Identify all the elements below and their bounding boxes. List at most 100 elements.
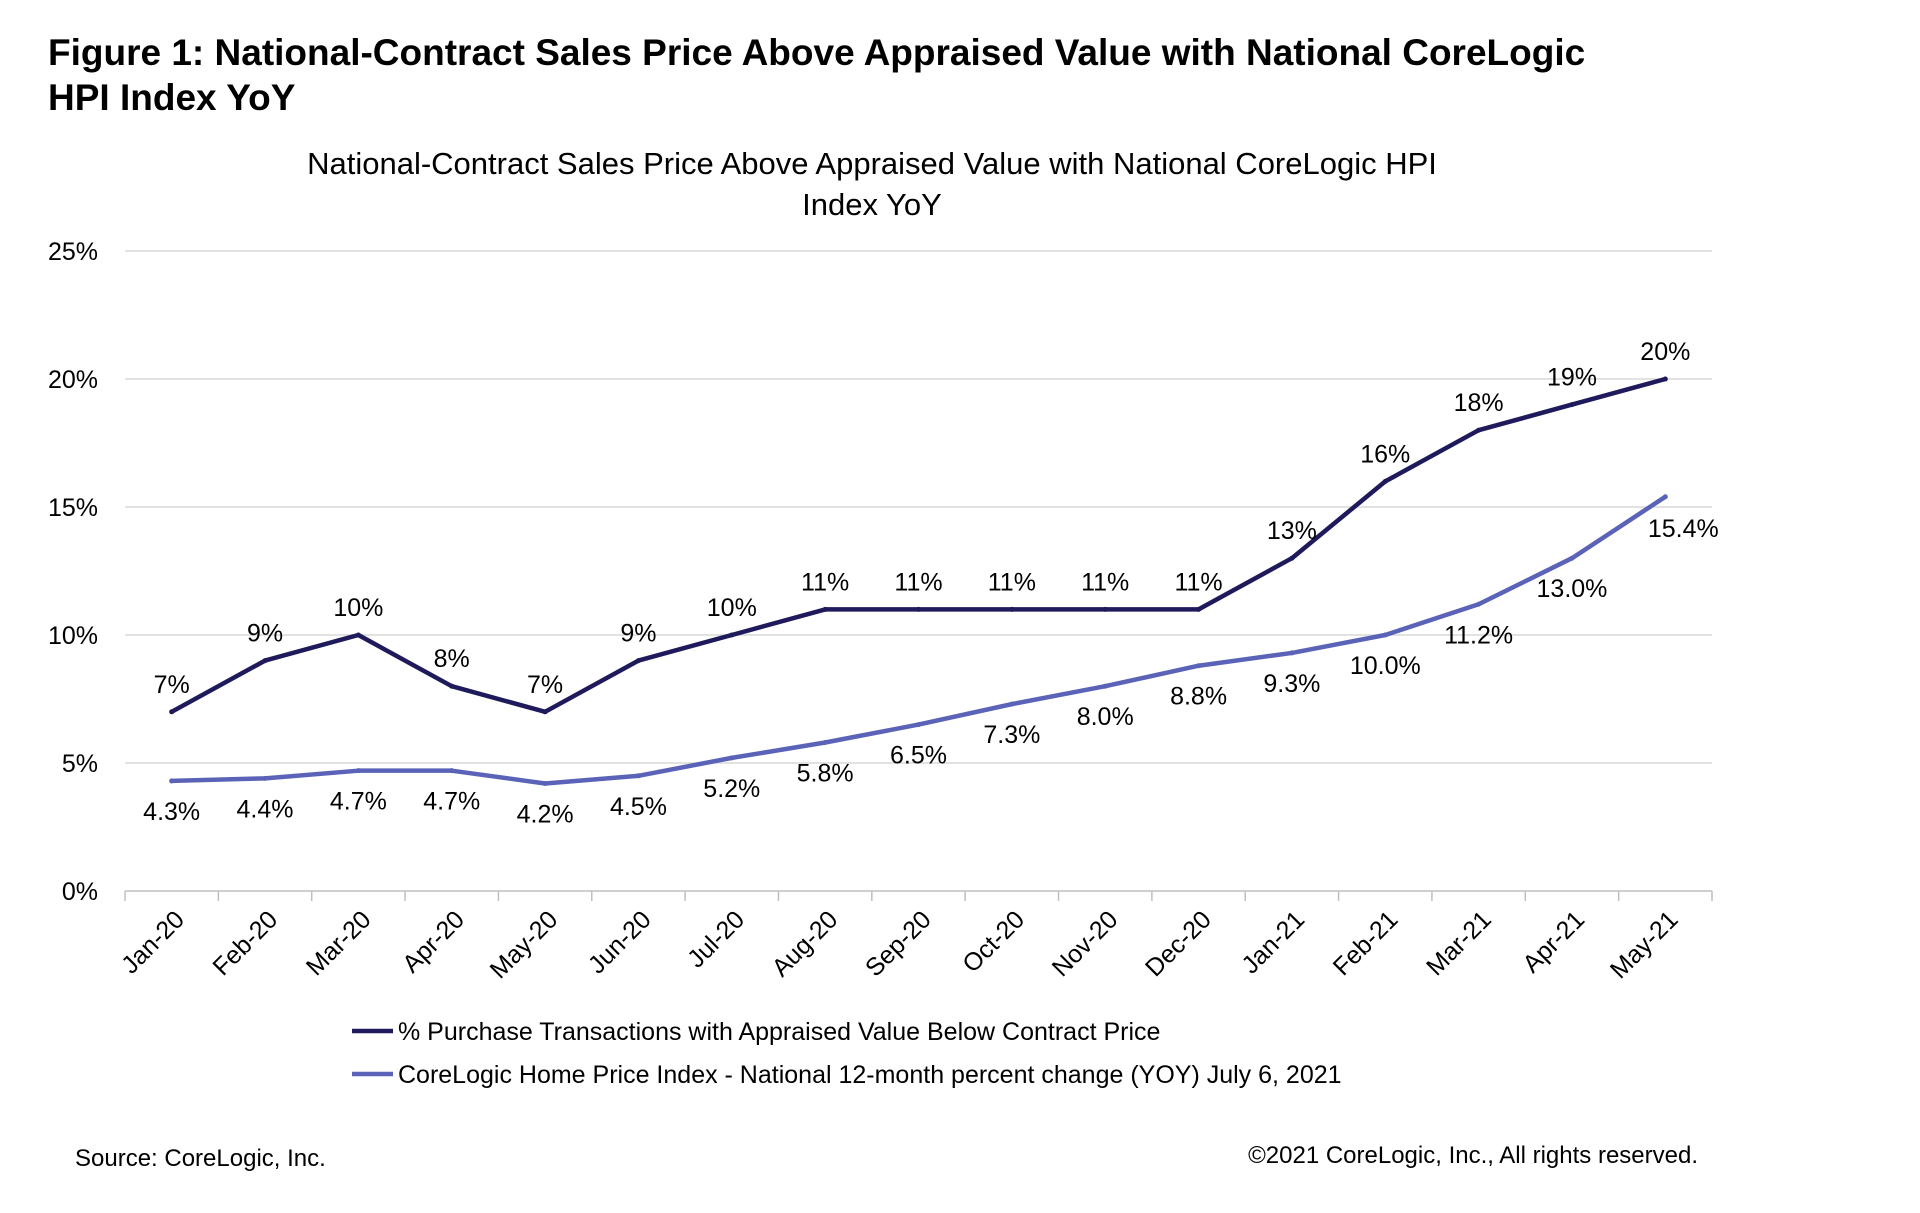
data-label: 10% bbox=[707, 594, 757, 622]
figure-title-line-1: Figure 1: National-Contract Sales Price … bbox=[48, 32, 1586, 73]
data-label: 7% bbox=[154, 671, 190, 699]
x-tick-label: May-20 bbox=[485, 905, 564, 984]
x-tick-label: Mar-21 bbox=[1421, 905, 1497, 981]
x-tick-label: Jun-20 bbox=[583, 905, 657, 979]
y-tick-label: 20% bbox=[48, 366, 98, 394]
figure-title-line-2: HPI Index YoY bbox=[48, 77, 296, 118]
copyright-note: ©2021 CoreLogic, Inc., All rights reserv… bbox=[1248, 1142, 1698, 1169]
series-2-point bbox=[1102, 683, 1108, 689]
data-label: 11% bbox=[1081, 568, 1129, 596]
data-label: 20% bbox=[1640, 338, 1690, 366]
chart-title-line-2: Index YoY bbox=[802, 187, 942, 222]
gridlines bbox=[125, 250, 1712, 892]
series-2-point bbox=[449, 768, 455, 774]
series-1-point bbox=[1662, 376, 1668, 382]
figure-title: Figure 1: National-Contract Sales Price … bbox=[48, 30, 1848, 120]
series-2-point bbox=[1476, 601, 1482, 607]
series-1-point bbox=[1476, 427, 1482, 433]
data-label: 11% bbox=[1174, 568, 1222, 596]
data-label: 15.4% bbox=[1648, 515, 1719, 543]
series-2-point bbox=[169, 778, 175, 784]
series-1-point bbox=[729, 632, 735, 638]
series-1-point bbox=[1196, 606, 1202, 612]
data-label: 11% bbox=[988, 568, 1036, 596]
data-label: 4.2% bbox=[517, 800, 574, 828]
data-label: 4.4% bbox=[237, 795, 294, 823]
x-tick-label: Jul-20 bbox=[682, 905, 750, 973]
data-label: 19% bbox=[1547, 364, 1597, 392]
y-tick-label: 15% bbox=[48, 494, 98, 522]
data-label: 16% bbox=[1360, 440, 1410, 468]
series-2-point bbox=[542, 780, 548, 786]
series-1-point bbox=[449, 683, 455, 689]
x-tick-label: Sep-20 bbox=[860, 905, 937, 982]
series-1-point bbox=[1009, 606, 1015, 612]
data-label: 18% bbox=[1454, 389, 1504, 417]
series-2-point bbox=[1196, 663, 1202, 669]
data-label: 11% bbox=[801, 568, 849, 596]
series-2-point bbox=[262, 775, 268, 781]
x-tick-label: Apr-20 bbox=[397, 905, 470, 978]
data-label: 10.0% bbox=[1350, 652, 1421, 680]
series-2-point bbox=[635, 773, 641, 779]
chart-title-line-1: National-Contract Sales Price Above Appr… bbox=[307, 146, 1437, 181]
data-label: 4.5% bbox=[610, 793, 667, 821]
y-tick-label: 0% bbox=[62, 878, 98, 906]
data-label: 10% bbox=[333, 594, 383, 622]
x-tick-label: Feb-20 bbox=[207, 905, 283, 981]
data-label: 4.7% bbox=[423, 788, 480, 816]
series-1-point bbox=[1569, 402, 1575, 408]
series-line-1 bbox=[169, 376, 1668, 715]
y-tick-label: 5% bbox=[62, 750, 98, 778]
x-tick-label: Nov-20 bbox=[1047, 905, 1124, 982]
data-label: 13% bbox=[1267, 517, 1317, 545]
series-1-point bbox=[916, 606, 921, 612]
data-label: 7.3% bbox=[983, 721, 1040, 749]
data-label: 11.2% bbox=[1444, 621, 1513, 649]
series-1-point bbox=[1102, 606, 1108, 612]
series-1-point bbox=[169, 709, 175, 715]
x-tick-label: Oct-20 bbox=[957, 905, 1030, 978]
data-label: 7% bbox=[527, 671, 563, 699]
x-tick-label: Feb-21 bbox=[1328, 905, 1404, 981]
data-label: 5.2% bbox=[703, 775, 760, 803]
x-tick-label: Dec-20 bbox=[1140, 905, 1217, 982]
legend: % Purchase Transactions with Appraised V… bbox=[352, 1018, 1342, 1089]
data-label: 8.0% bbox=[1077, 703, 1134, 731]
source-note: Source: CoreLogic, Inc. bbox=[75, 1145, 326, 1172]
series-1-point bbox=[1382, 478, 1388, 484]
series-1-point bbox=[262, 658, 268, 664]
series-2-point bbox=[355, 768, 361, 774]
series-line-2 bbox=[169, 494, 1668, 786]
data-label: 13.0% bbox=[1537, 575, 1608, 603]
data-label: 4.7% bbox=[330, 788, 387, 816]
series-group: 7% 9% 10% 8% 7% 9% 10% 11% 11% 11% 11% 11% 13% 16% 18%… bbox=[143, 338, 1719, 828]
legend-label-1: % Purchase Transactions with Appraised V… bbox=[398, 1018, 1160, 1046]
y-axis: 0% 5% 10% 15% 20% 25% bbox=[48, 238, 98, 906]
series-2-point bbox=[1662, 494, 1668, 500]
data-label: 9% bbox=[247, 620, 283, 648]
data-label: 8.8% bbox=[1170, 683, 1227, 711]
x-tick-label: Aug-20 bbox=[767, 905, 844, 982]
y-tick-label: 25% bbox=[48, 238, 98, 266]
series-2-point bbox=[822, 740, 828, 746]
data-label: 8% bbox=[434, 645, 470, 673]
series-2-point bbox=[1569, 555, 1575, 561]
x-axis: Jan-20 Feb-20 Mar-20 Apr-20 May-20 Jun-20 Jul-… bbox=[116, 891, 1713, 984]
series-2-point bbox=[729, 755, 735, 761]
x-tick-label: Jan-20 bbox=[116, 905, 190, 979]
series-1-point bbox=[355, 632, 361, 638]
series-2-point bbox=[1382, 632, 1388, 638]
series-2-point bbox=[1289, 650, 1295, 656]
series-1-point bbox=[822, 606, 828, 612]
series-1-point bbox=[635, 658, 641, 664]
series-1-point bbox=[1289, 555, 1295, 561]
x-tick-label: May-21 bbox=[1605, 905, 1684, 984]
x-tick-label: Apr-21 bbox=[1517, 905, 1590, 978]
data-label: 11% bbox=[894, 568, 942, 596]
data-label: 6.5% bbox=[890, 742, 947, 770]
x-tick-label: Jan-21 bbox=[1236, 905, 1310, 979]
series-2-point bbox=[916, 722, 921, 728]
series-2-point bbox=[1009, 701, 1015, 707]
